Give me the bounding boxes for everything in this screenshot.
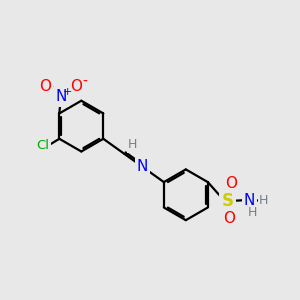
Text: H: H (259, 194, 268, 207)
Text: -: - (82, 75, 87, 89)
Text: N: N (137, 159, 148, 174)
Text: O: O (223, 211, 235, 226)
Text: Cl: Cl (37, 139, 50, 152)
Text: H: H (248, 206, 257, 219)
Text: H: H (128, 139, 137, 152)
Text: O: O (70, 79, 83, 94)
Text: +: + (63, 87, 72, 97)
Text: S: S (222, 192, 234, 210)
Text: O: O (225, 176, 237, 191)
Text: O: O (39, 79, 51, 94)
Text: N: N (55, 89, 67, 104)
Text: N: N (244, 193, 255, 208)
